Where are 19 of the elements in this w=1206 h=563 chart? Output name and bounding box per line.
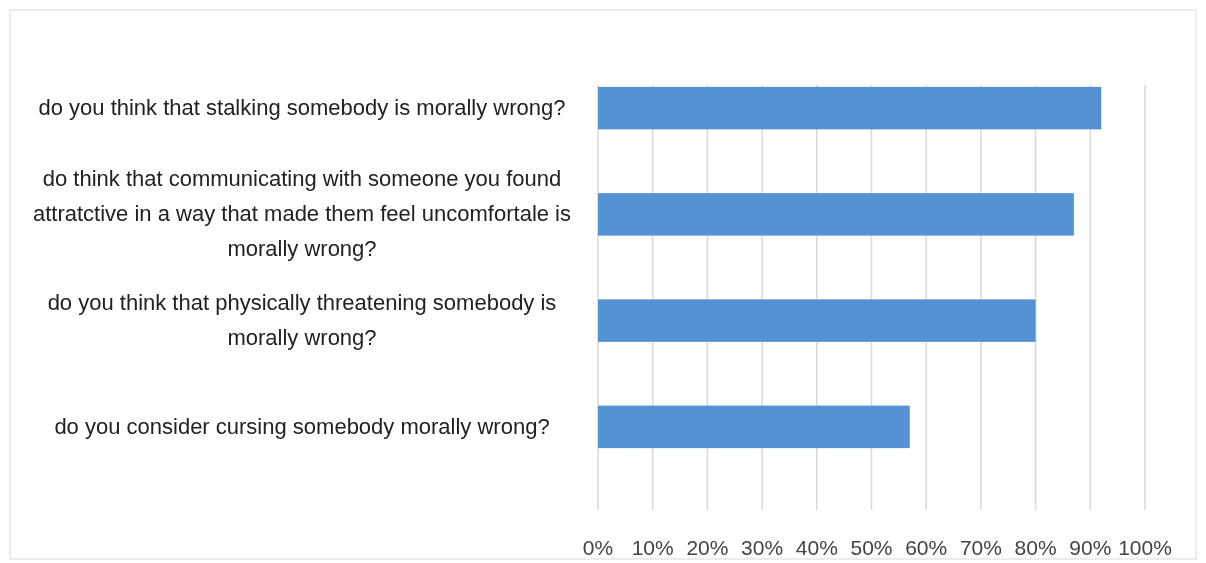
y-tick-label: do you think that stalking somebody is morally wrong?	[38, 95, 566, 121]
bar	[598, 193, 1074, 236]
bar	[598, 86, 1102, 130]
bar	[598, 299, 1036, 342]
y-tick-label: do you consider cursing somebody morally wrong?	[54, 413, 550, 439]
x-tick-label: 40%	[795, 536, 838, 559]
x-tick-label: 90%	[1069, 536, 1112, 559]
bar	[598, 405, 910, 449]
x-tick-label: 100%	[1118, 536, 1172, 559]
y-tick-label: do you think that physically threatening somebody is morally wrong?	[47, 290, 557, 351]
x-tick-label: 10%	[631, 536, 674, 559]
x-tick-label: 0%	[582, 536, 614, 559]
x-tick-label: 80%	[1014, 536, 1057, 559]
x-tick-label: 50%	[850, 536, 893, 559]
x-tick-label: 60%	[905, 536, 948, 559]
x-tick-label: 70%	[959, 536, 1002, 559]
x-tick-label: 30%	[741, 536, 784, 559]
y-tick-label: do think that communicating with someone you found attratctive in a way that made them feel uncomfortale is morally wrong?	[32, 166, 572, 262]
x-tick-label: 20%	[686, 536, 729, 559]
